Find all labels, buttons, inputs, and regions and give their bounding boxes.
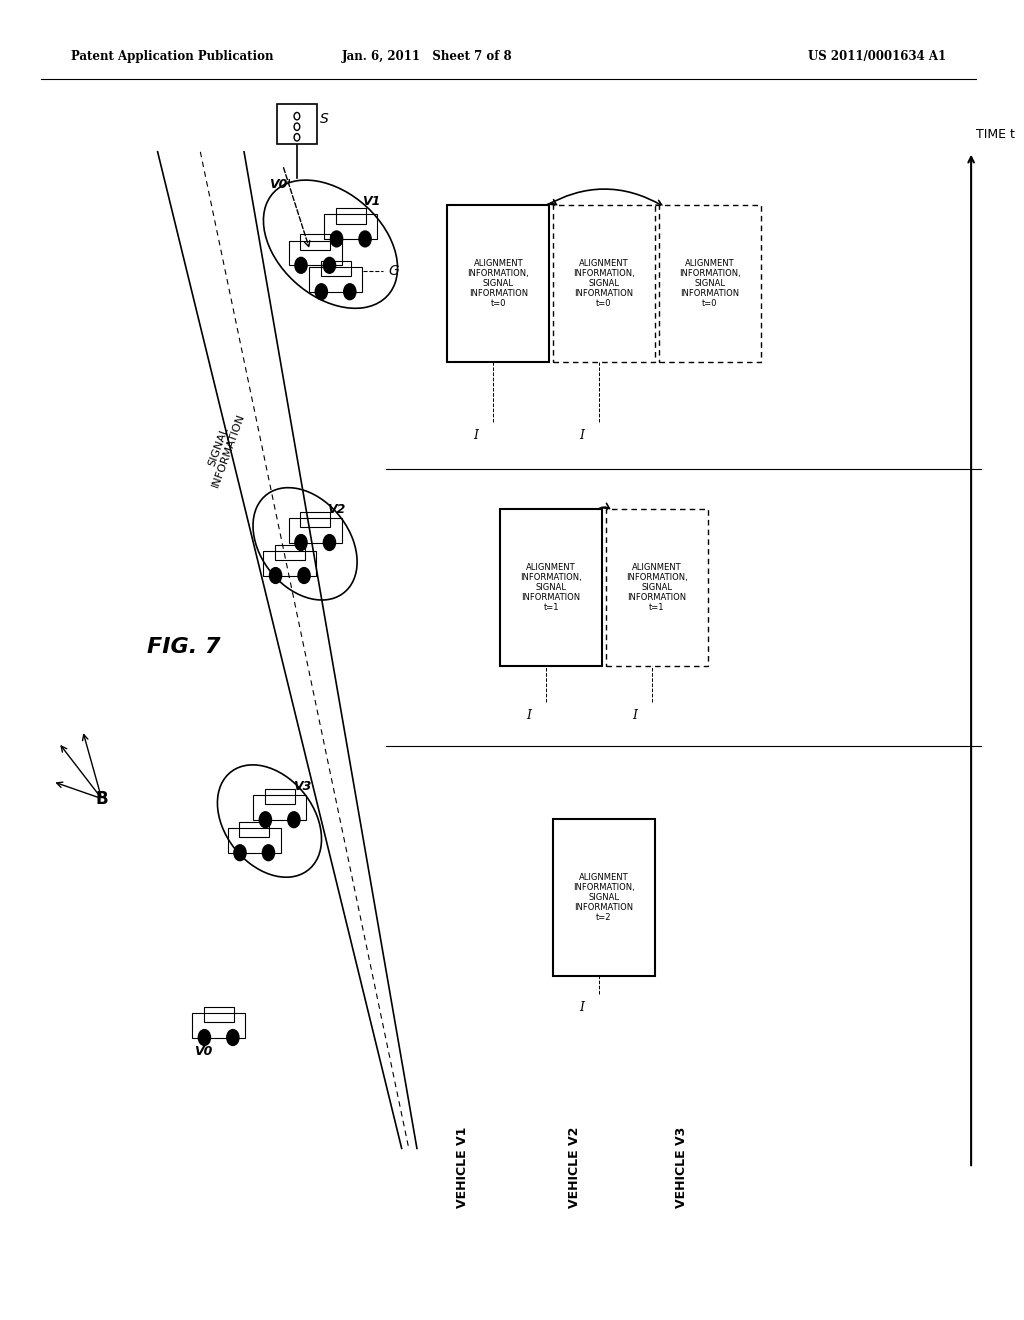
Circle shape (226, 1030, 239, 1045)
Text: ALIGNMENT
INFORMATION,
SIGNAL
INFORMATION
t=0: ALIGNMENT INFORMATION, SIGNAL INFORMATIO… (573, 259, 635, 309)
Circle shape (359, 231, 371, 247)
Text: G: G (388, 264, 399, 277)
Text: ALIGNMENT
INFORMATION,
SIGNAL
INFORMATION
t=1: ALIGNMENT INFORMATION, SIGNAL INFORMATIO… (626, 562, 688, 612)
Text: I: I (632, 709, 637, 722)
FancyBboxPatch shape (501, 508, 602, 665)
Circle shape (295, 257, 307, 273)
Text: VEHICLE V1: VEHICLE V1 (456, 1126, 469, 1208)
Text: Jan. 6, 2011   Sheet 7 of 8: Jan. 6, 2011 Sheet 7 of 8 (342, 50, 512, 63)
Circle shape (233, 845, 246, 861)
Circle shape (315, 284, 328, 300)
FancyBboxPatch shape (276, 104, 317, 144)
Text: V1: V1 (362, 195, 380, 209)
Text: TIME t: TIME t (976, 128, 1015, 141)
Circle shape (288, 812, 300, 828)
Text: VEHICLE V2: VEHICLE V2 (568, 1126, 581, 1208)
Text: ALIGNMENT
INFORMATION,
SIGNAL
INFORMATION
t=2: ALIGNMENT INFORMATION, SIGNAL INFORMATIO… (573, 873, 635, 923)
Text: ALIGNMENT
INFORMATION,
SIGNAL
INFORMATION
t=0: ALIGNMENT INFORMATION, SIGNAL INFORMATIO… (679, 259, 740, 309)
Circle shape (199, 1030, 211, 1045)
Circle shape (259, 812, 271, 828)
Circle shape (295, 535, 307, 550)
FancyBboxPatch shape (553, 205, 655, 362)
Text: I: I (580, 429, 584, 442)
Circle shape (324, 257, 336, 273)
Text: V2: V2 (328, 503, 346, 516)
Text: B: B (95, 789, 108, 808)
Text: Patent Application Publication: Patent Application Publication (72, 50, 273, 63)
Text: ALIGNMENT
INFORMATION,
SIGNAL
INFORMATION
t=0: ALIGNMENT INFORMATION, SIGNAL INFORMATIO… (467, 259, 529, 309)
FancyBboxPatch shape (553, 818, 655, 977)
Circle shape (269, 568, 282, 583)
Text: FIG. 7: FIG. 7 (147, 636, 221, 657)
Text: ALIGNMENT
INFORMATION,
SIGNAL
INFORMATION
t=1: ALIGNMENT INFORMATION, SIGNAL INFORMATIO… (520, 562, 582, 612)
FancyBboxPatch shape (606, 508, 708, 665)
Text: US 2011/0001634 A1: US 2011/0001634 A1 (808, 50, 946, 63)
Text: V0': V0' (268, 178, 291, 191)
Text: I: I (580, 1001, 584, 1014)
Text: SIGNAL
INFORMATION: SIGNAL INFORMATION (201, 409, 247, 488)
Circle shape (262, 845, 274, 861)
Text: V3: V3 (293, 780, 311, 793)
Text: S: S (321, 112, 329, 125)
Circle shape (324, 535, 336, 550)
FancyBboxPatch shape (447, 205, 549, 362)
Text: I: I (526, 709, 531, 722)
Text: VEHICLE V3: VEHICLE V3 (675, 1126, 688, 1208)
FancyBboxPatch shape (658, 205, 761, 362)
Text: V0: V0 (195, 1045, 213, 1059)
Text: I: I (473, 429, 478, 442)
Circle shape (331, 231, 343, 247)
Circle shape (298, 568, 310, 583)
Circle shape (344, 284, 356, 300)
